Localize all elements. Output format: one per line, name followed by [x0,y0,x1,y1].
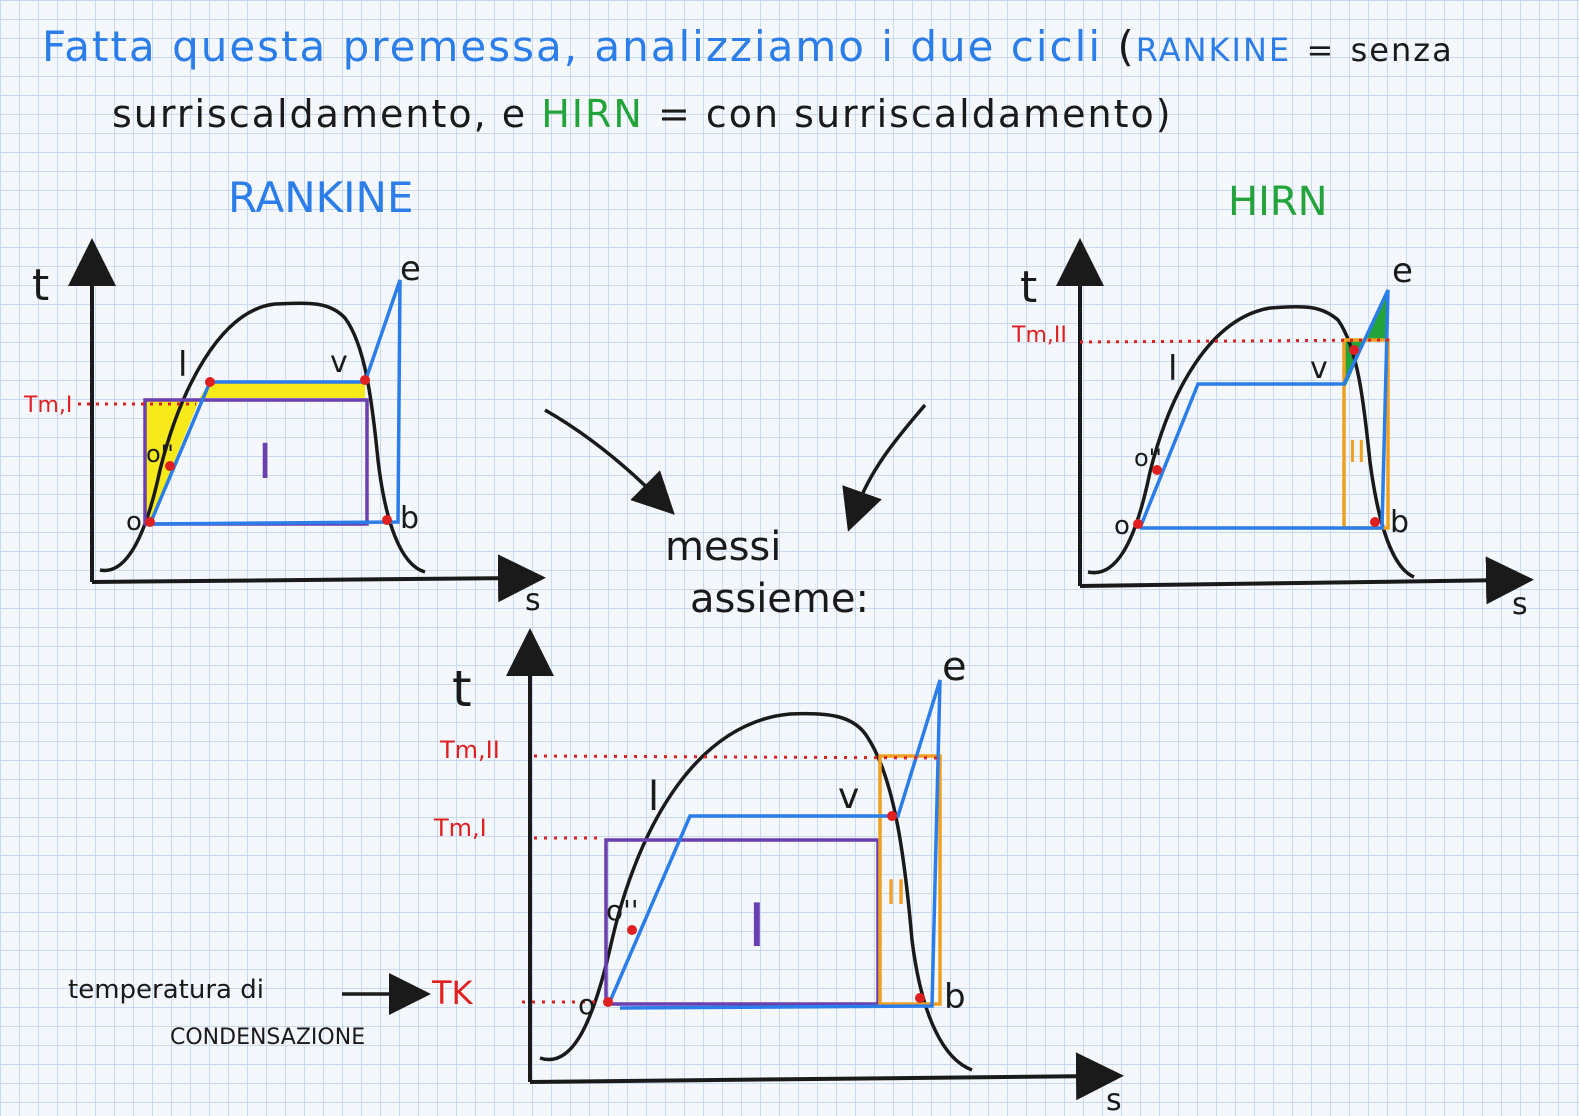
combined-x-axis [529,1052,1124,1101]
hirn-x-axis [1079,556,1534,605]
combined-region-i-label: I [748,891,766,961]
hirn-s-label: s [1512,587,1528,622]
combined-dome [539,711,973,1072]
header-hirn: HIRN [541,92,644,136]
rankine-t-label: t [32,260,49,311]
hirn-t-label: t [1020,262,1037,313]
caption-assieme: assieme: [690,576,869,622]
header-line-1: Fatta questa premessa, analizziamo i due… [42,22,1454,71]
combined-tm2-label: Tm,II [439,736,500,764]
combined-tm1-label: Tm,I [433,814,487,842]
rankine-diagram: RANKINE t s Tm,I o o'' l v e b I [23,173,546,618]
header-line-2: surriscaldamento, e HIRN = con surriscal… [112,92,1173,136]
combined-region-ii-label: II [886,873,906,913]
hirn-point-l: l [1168,349,1177,389]
rankine-yellow-area [145,382,365,522]
header-intro-text: Fatta questa premessa, analizziamo i due… [42,22,1102,71]
combined-point-b: b [944,977,966,1017]
hirn-dome [1087,304,1415,579]
hirn-point-e: e [1392,251,1413,291]
combined-t-label: t [452,660,472,718]
right-arrow [842,403,927,532]
header-con-surriscaldamento: = con surriscaldamento) [657,92,1173,136]
combined-tk-label: TK [431,974,474,1012]
hirn-point-b: b [1390,505,1409,540]
header-rankine: RANKINE [1135,31,1292,69]
combined-cycle [606,679,942,1010]
hirn-tm-line [1079,338,1391,344]
header-equals: = [1306,31,1336,69]
combined-point-e: e [942,644,967,690]
note-condensazione: CONDENSAZIONE [170,1025,365,1050]
combined-region-ii [878,754,942,1006]
combined-point-o2: o'' [606,894,639,927]
rankine-cycle [148,279,402,526]
rankine-x-axis [91,554,546,603]
left-arrow [544,408,675,515]
combined-region-i [604,838,880,1006]
hirn-point-o2: o'' [1134,444,1162,472]
combined-diagram: t s Tm,II Tm,I TK o o'' l v e b I II tem… [68,628,1124,1116]
hirn-cycle [1138,289,1390,530]
rankine-dome [99,301,426,574]
note-temperatura: temperatura di [68,975,264,1005]
rankine-point-o2: o'' [146,440,174,468]
combined-point-v: v [838,776,859,817]
hirn-diagram: HIRN t s Tm,II o o'' l v e b II [1011,179,1534,622]
rankine-point-o: o [126,507,142,537]
hirn-tm-label: Tm,II [1011,323,1067,348]
combined-point-o: o [578,988,595,1021]
rankine-region-label: I [258,434,272,490]
rankine-point-b: b [400,501,419,536]
header-surriscaldamento: surriscaldamento, e [112,92,528,136]
hirn-region-label: II [1348,435,1366,470]
rankine-title: RANKINE [228,173,414,222]
header-senza: senza [1350,31,1454,69]
rankine-point-e: e [400,249,421,289]
combined-point-l: l [648,774,659,820]
combined-s-label: s [1106,1083,1122,1116]
caption-messi: messi [665,524,781,570]
rankine-point-v: v [330,345,348,380]
paren-open: ( [1117,22,1136,71]
hirn-title: HIRN [1228,179,1328,225]
hirn-point-o: o [1114,511,1130,541]
rankine-tm-label: Tm,I [23,393,72,418]
rankine-point-l: l [178,345,187,385]
rankine-s-label: s [525,583,541,618]
hirn-point-v: v [1310,351,1328,386]
